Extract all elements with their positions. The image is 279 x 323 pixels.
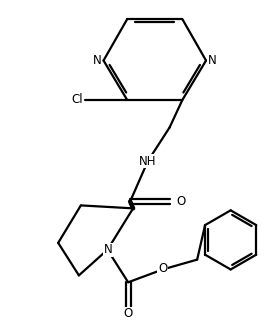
Text: O: O	[124, 307, 133, 320]
Text: N: N	[208, 54, 217, 67]
Text: O: O	[176, 195, 186, 208]
Text: N: N	[104, 243, 113, 256]
Text: N: N	[93, 54, 102, 67]
Text: Cl: Cl	[71, 93, 83, 107]
Text: O: O	[158, 262, 167, 275]
Text: NH: NH	[139, 154, 157, 168]
